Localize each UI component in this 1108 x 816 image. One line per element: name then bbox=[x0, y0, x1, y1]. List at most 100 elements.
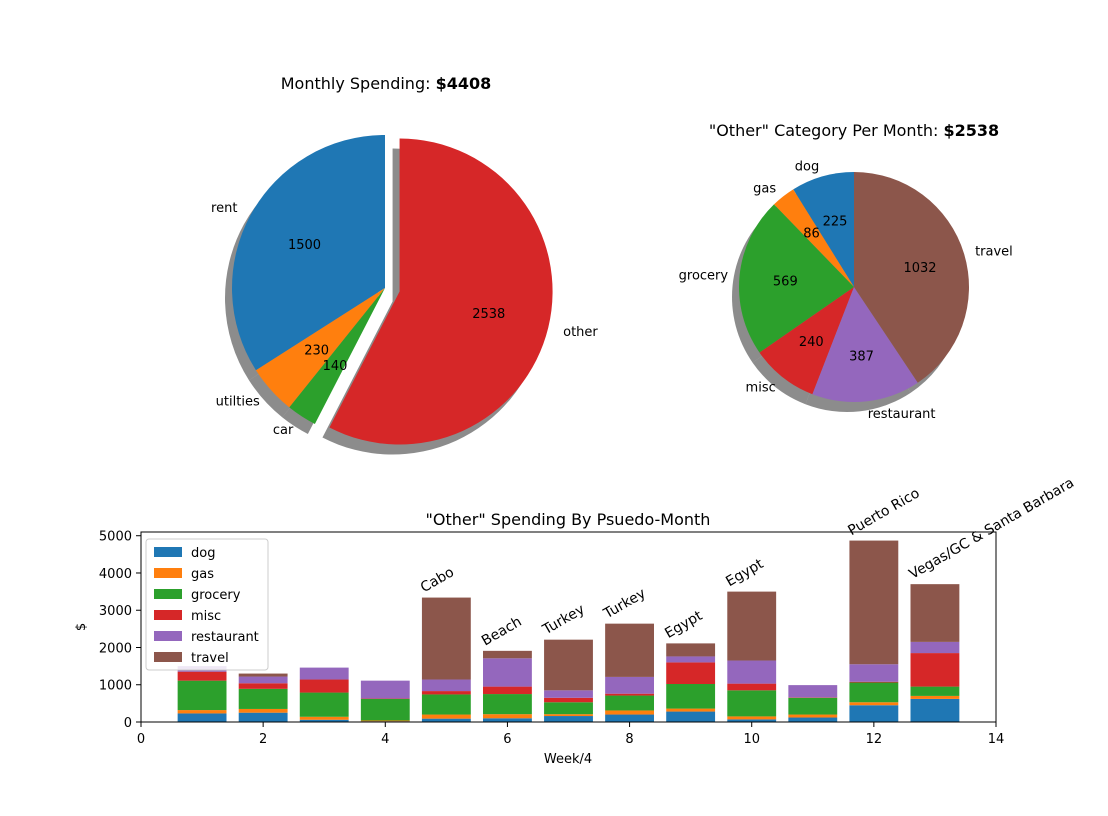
annotation-turkey: Turkey bbox=[539, 601, 587, 638]
x-tick-label: 0 bbox=[137, 732, 145, 747]
bar-dog-1 bbox=[178, 713, 227, 722]
bar-restaurant-13 bbox=[911, 642, 960, 653]
pie-label-restaurant: restaurant bbox=[868, 407, 936, 422]
pie-value-car: 140 bbox=[323, 359, 348, 374]
x-tick-label: 10 bbox=[743, 732, 760, 747]
bar-dog-9 bbox=[666, 712, 715, 722]
annotation-turkey: Turkey bbox=[600, 585, 648, 622]
bar-restaurant-10 bbox=[727, 661, 776, 684]
x-tick-label: 8 bbox=[625, 732, 633, 747]
bar-grocery-4 bbox=[361, 699, 410, 721]
y-tick-label: 2000 bbox=[99, 641, 132, 656]
bar-restaurant-12 bbox=[849, 664, 898, 682]
bar-grocery-5 bbox=[422, 694, 471, 714]
bar-y-axis-label: $ bbox=[74, 623, 89, 631]
legend-label-gas: gas bbox=[191, 567, 214, 582]
y-tick-label: 3000 bbox=[99, 604, 132, 619]
bar-dog-12 bbox=[849, 705, 898, 722]
bar-misc-10 bbox=[727, 684, 776, 691]
bar-dog-7 bbox=[544, 716, 593, 722]
pie-label-dog: dog bbox=[795, 159, 819, 174]
pie-value-gas: 86 bbox=[803, 227, 820, 242]
bar-travel-8 bbox=[605, 624, 654, 677]
bar-gas-9 bbox=[666, 709, 715, 712]
bar-gas-2 bbox=[239, 709, 288, 713]
annotation-vegas-gc-santa-barbara: Vegas/GC & Santa Barbara bbox=[907, 475, 1077, 583]
bar-misc-9 bbox=[666, 662, 715, 684]
bar-gas-10 bbox=[727, 716, 776, 719]
bar-gas-6 bbox=[483, 714, 532, 718]
bar-gas-4 bbox=[361, 721, 410, 722]
bar-dog-8 bbox=[605, 715, 654, 722]
bar-gas-11 bbox=[788, 715, 837, 718]
bar-grocery-10 bbox=[727, 690, 776, 716]
bar-grocery-9 bbox=[666, 684, 715, 709]
legend-swatch-misc bbox=[154, 610, 182, 620]
pie-label-grocery: grocery bbox=[679, 269, 729, 284]
bar-misc-13 bbox=[911, 653, 960, 687]
y-tick-label: 1000 bbox=[99, 679, 132, 694]
annotation-cabo: Cabo bbox=[418, 564, 457, 596]
other-category-title: "Other" Category Per Month: $2538 bbox=[709, 121, 999, 140]
bar-travel-12 bbox=[849, 541, 898, 665]
x-tick-label: 6 bbox=[503, 732, 511, 747]
bar-dog-11 bbox=[788, 718, 837, 722]
bar-grocery-7 bbox=[544, 702, 593, 714]
bar-restaurant-7 bbox=[544, 690, 593, 697]
bar-gas-3 bbox=[300, 717, 349, 720]
bar-dog-5 bbox=[422, 719, 471, 722]
bar-dog-6 bbox=[483, 718, 532, 722]
bar-misc-1 bbox=[178, 672, 227, 681]
bar-restaurant-11 bbox=[788, 685, 837, 697]
y-tick-label: 0 bbox=[124, 716, 132, 731]
pie-label-rent: rent bbox=[211, 201, 237, 216]
pie-value-misc: 240 bbox=[799, 335, 824, 350]
bar-gas-1 bbox=[178, 710, 227, 713]
pie-label-car: car bbox=[273, 423, 294, 438]
bar-dog-13 bbox=[911, 699, 960, 722]
bar-grocery-3 bbox=[300, 693, 349, 717]
legend-label-grocery: grocery bbox=[191, 588, 241, 603]
annotation-puerto-rico: Puerto Rico bbox=[845, 485, 922, 539]
monthly-spending-title: Monthly Spending: $4408 bbox=[281, 74, 492, 93]
y-tick-label: 4000 bbox=[99, 567, 132, 582]
monthly-spending-pie: Monthly Spending: $4408 rent1500utilties… bbox=[211, 74, 598, 455]
bar-gas-13 bbox=[911, 696, 960, 699]
pie-label-utilties: utilties bbox=[216, 394, 260, 409]
legend-label-dog: dog bbox=[191, 546, 215, 561]
bar-travel-10 bbox=[727, 592, 776, 661]
bar-chart-title: "Other" Spending By Psuedo-Month bbox=[426, 510, 711, 529]
x-tick-label: 12 bbox=[866, 732, 883, 747]
bar-travel-13 bbox=[911, 584, 960, 642]
bar-travel-5 bbox=[422, 598, 471, 680]
bar-misc-8 bbox=[605, 694, 654, 696]
bar-travel-2 bbox=[239, 674, 288, 677]
y-tick-label: 5000 bbox=[99, 530, 132, 545]
pie-value-utilties: 230 bbox=[304, 343, 329, 358]
annotation-egypt: Egypt bbox=[723, 556, 766, 590]
bar-grocery-11 bbox=[788, 698, 837, 715]
bar-restaurant-4 bbox=[361, 681, 410, 699]
bar-gas-8 bbox=[605, 710, 654, 714]
other-spending-bar-chart: "Other" Spending By Psuedo-Month 0 2 4 6 8 10… bbox=[74, 475, 1077, 767]
bar-restaurant-5 bbox=[422, 680, 471, 692]
pie-label-gas: gas bbox=[753, 181, 776, 196]
bar-restaurant-3 bbox=[300, 668, 349, 680]
pie-value-travel: 1032 bbox=[903, 261, 936, 276]
bar-grocery-1 bbox=[178, 681, 227, 710]
bar-travel-6 bbox=[483, 651, 532, 658]
x-tick-label: 14 bbox=[988, 732, 1005, 747]
pie-label-misc: misc bbox=[746, 380, 776, 395]
pie-label-travel: travel bbox=[975, 244, 1013, 259]
pie-value-restaurant: 387 bbox=[849, 350, 874, 365]
bar-restaurant-2 bbox=[239, 677, 288, 684]
x-tick-label: 2 bbox=[259, 732, 267, 747]
bar-gas-7 bbox=[544, 714, 593, 716]
x-tick-label: 4 bbox=[381, 732, 389, 747]
legend-swatch-restaurant bbox=[154, 631, 182, 641]
bar-travel-9 bbox=[666, 643, 715, 656]
pie-value-dog: 225 bbox=[823, 215, 848, 230]
